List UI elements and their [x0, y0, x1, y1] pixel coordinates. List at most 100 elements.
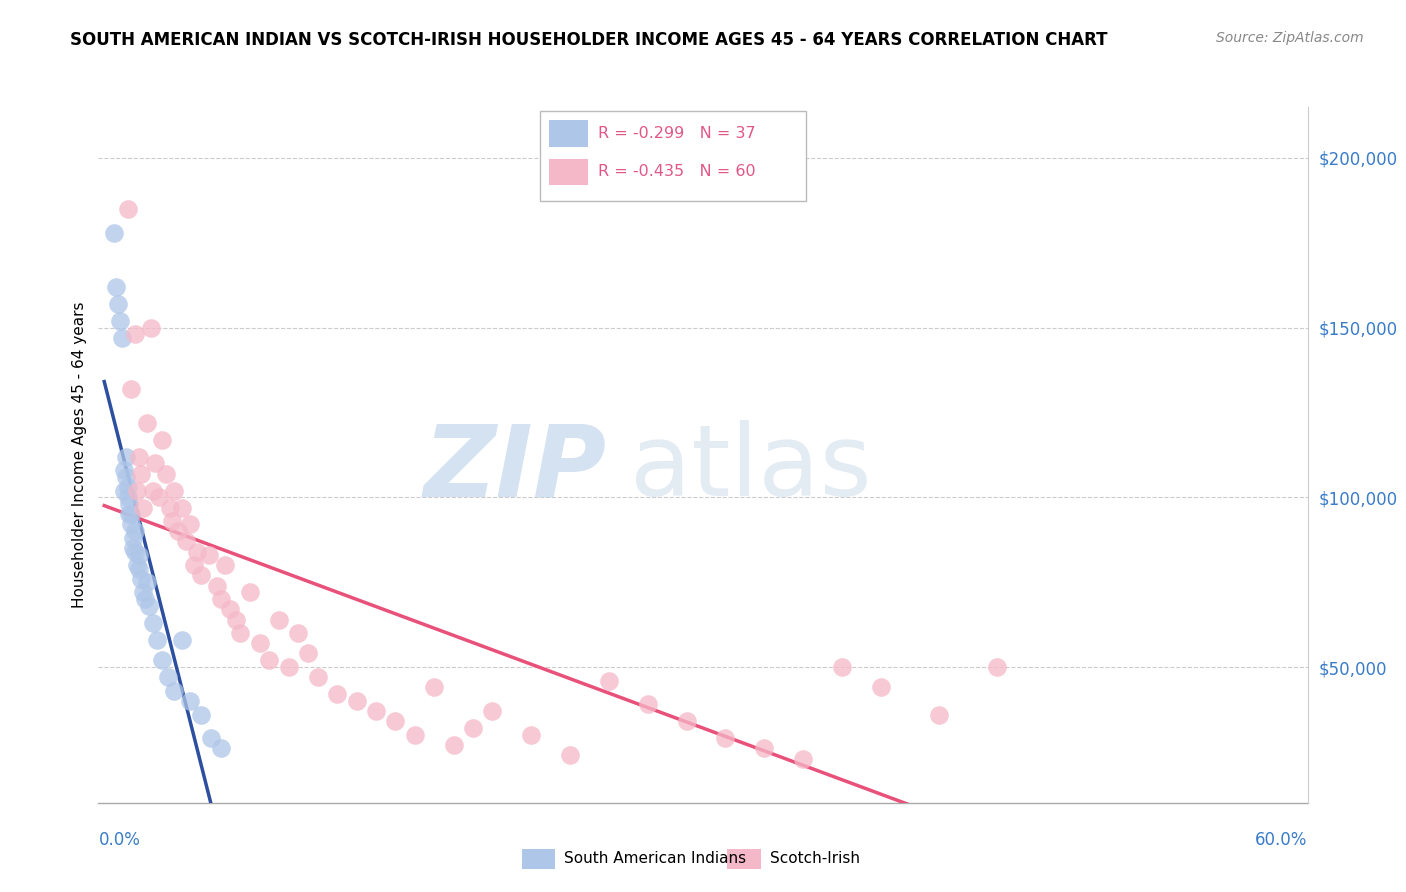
Text: 0.0%: 0.0% — [98, 830, 141, 848]
Bar — [522, 849, 555, 869]
Point — [138, 599, 160, 613]
Bar — [550, 159, 588, 185]
Point — [114, 450, 136, 464]
Text: R = -0.435   N = 60: R = -0.435 N = 60 — [598, 164, 755, 179]
Point — [179, 517, 201, 532]
Point — [122, 531, 145, 545]
Point — [134, 592, 156, 607]
Point — [214, 558, 236, 573]
Point — [163, 683, 186, 698]
Point — [145, 632, 167, 647]
Point — [129, 467, 152, 481]
Point — [111, 331, 134, 345]
Point — [179, 694, 201, 708]
Point — [190, 568, 212, 582]
Point — [384, 714, 406, 729]
Point — [155, 467, 177, 481]
Point — [136, 416, 159, 430]
Point — [152, 653, 174, 667]
Point — [163, 483, 186, 498]
Point — [120, 517, 142, 532]
Point — [190, 707, 212, 722]
Point — [174, 534, 197, 549]
Point — [209, 592, 232, 607]
Point — [112, 483, 135, 498]
Point — [277, 660, 299, 674]
Point — [752, 741, 775, 756]
Point — [404, 728, 426, 742]
Point — [152, 433, 174, 447]
Text: Scotch-Irish: Scotch-Irish — [769, 851, 859, 866]
Point — [148, 491, 170, 505]
Point — [107, 297, 129, 311]
Point — [598, 673, 620, 688]
Point — [132, 585, 155, 599]
Point — [307, 670, 329, 684]
Point — [160, 514, 183, 528]
Point — [792, 752, 814, 766]
Point — [124, 524, 146, 539]
Point — [225, 613, 247, 627]
Point — [127, 558, 149, 573]
Point — [118, 508, 141, 522]
Point — [443, 738, 465, 752]
Point — [112, 463, 135, 477]
Point — [114, 470, 136, 484]
Point — [120, 508, 142, 522]
Point — [257, 653, 280, 667]
FancyBboxPatch shape — [540, 111, 806, 201]
Point — [423, 681, 446, 695]
Point — [297, 647, 319, 661]
Text: atlas: atlas — [630, 420, 872, 517]
Point — [124, 544, 146, 558]
Point — [928, 707, 950, 722]
Point — [159, 500, 181, 515]
Point — [136, 575, 159, 590]
Point — [103, 226, 125, 240]
Point — [229, 626, 252, 640]
Point — [124, 327, 146, 342]
Point — [200, 731, 222, 746]
Point — [118, 497, 141, 511]
Point — [326, 687, 349, 701]
Point — [183, 558, 205, 573]
Point — [364, 704, 387, 718]
Point — [104, 280, 127, 294]
Point — [267, 613, 290, 627]
Point — [139, 320, 162, 334]
Point — [346, 694, 368, 708]
Point — [117, 480, 139, 494]
Point — [127, 483, 149, 498]
Point — [142, 483, 165, 498]
Point — [186, 544, 208, 558]
Text: R = -0.299   N = 37: R = -0.299 N = 37 — [598, 126, 755, 141]
Bar — [727, 849, 761, 869]
Point — [831, 660, 853, 674]
Point — [128, 548, 150, 562]
Point — [170, 632, 193, 647]
Point — [142, 615, 165, 630]
Point — [714, 731, 737, 746]
Bar — [550, 120, 588, 146]
Point — [558, 748, 581, 763]
Text: 60.0%: 60.0% — [1256, 830, 1308, 848]
Text: South American Indians: South American Indians — [564, 851, 747, 866]
Point — [287, 626, 309, 640]
Point — [108, 314, 131, 328]
Point — [143, 457, 166, 471]
Point — [117, 202, 139, 216]
Point — [986, 660, 1008, 674]
Point — [120, 382, 142, 396]
Point — [167, 524, 190, 539]
Point — [869, 681, 891, 695]
Point — [461, 721, 484, 735]
Text: ZIP: ZIP — [423, 420, 606, 517]
Point — [481, 704, 503, 718]
Point — [117, 491, 139, 505]
Point — [198, 548, 221, 562]
Y-axis label: Householder Income Ages 45 - 64 years: Householder Income Ages 45 - 64 years — [72, 301, 87, 608]
Point — [219, 602, 242, 616]
Point — [637, 698, 659, 712]
Point — [520, 728, 543, 742]
Point — [157, 670, 180, 684]
